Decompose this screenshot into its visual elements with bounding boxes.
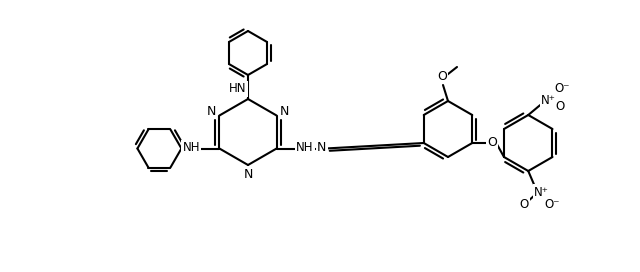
Text: O⁻: O⁻	[545, 199, 560, 212]
Text: O: O	[520, 199, 529, 212]
Text: O⁻: O⁻	[554, 82, 570, 95]
Text: HN: HN	[229, 82, 247, 95]
Text: NH: NH	[182, 141, 200, 154]
Text: O: O	[437, 70, 447, 82]
Text: NH: NH	[296, 141, 314, 154]
Text: O: O	[487, 135, 497, 149]
Text: N: N	[207, 105, 216, 118]
Text: O: O	[556, 100, 565, 113]
Text: N⁺: N⁺	[534, 186, 548, 199]
Text: N⁺: N⁺	[541, 94, 556, 107]
Text: N: N	[280, 105, 289, 118]
Text: N: N	[317, 141, 326, 154]
Text: N: N	[243, 168, 253, 181]
